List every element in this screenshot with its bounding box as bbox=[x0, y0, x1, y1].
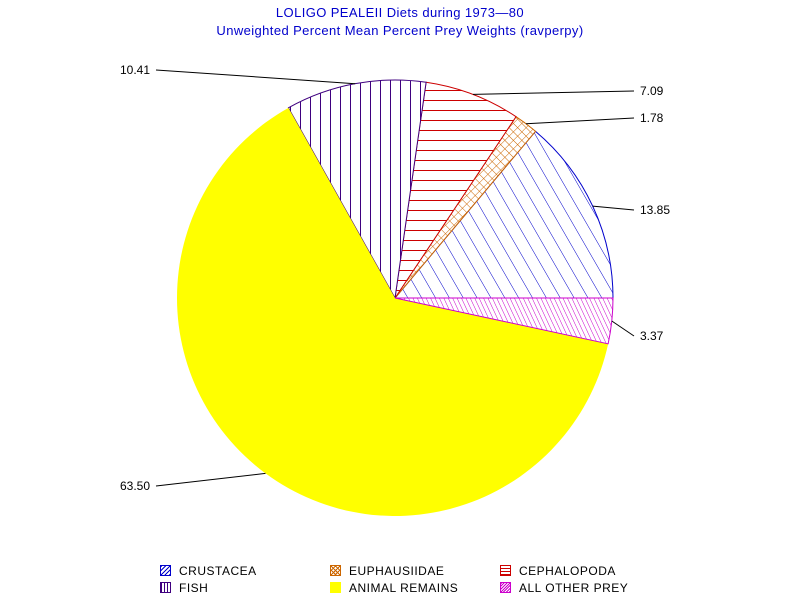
leader-line-fish bbox=[155, 69, 356, 85]
leader-line-crustacea bbox=[592, 205, 635, 211]
leader-line-all-other-prey bbox=[611, 320, 635, 337]
legend-item-fish: FISH bbox=[160, 580, 330, 595]
data-label-animal-remains: 63.50 bbox=[120, 479, 150, 493]
pie-slice-hatch-crustacea bbox=[393, 130, 614, 299]
data-label-fish: 10.41 bbox=[120, 63, 150, 77]
legend: CRUSTACEA EUPHAUSIIDAE CEPHALOPODA FISH … bbox=[160, 563, 680, 595]
legend-item-cephalopoda: CEPHALOPODA bbox=[500, 563, 680, 578]
pie-slice-animal-remains bbox=[176, 107, 609, 517]
leader-line-cephalopoda bbox=[472, 90, 635, 95]
leader-line-euphausiidae bbox=[525, 117, 635, 125]
legend-label: CRUSTACEA bbox=[179, 563, 257, 578]
legend-label: EUPHAUSIIDAE bbox=[349, 563, 445, 578]
chart-title: LOLIGO PEALEII Diets during 1973—80 bbox=[275, 5, 525, 20]
legend-item-all-other-prey: ALL OTHER PREY bbox=[500, 580, 680, 595]
legend-label: ANIMAL REMAINS bbox=[349, 580, 459, 595]
legend-label: FISH bbox=[179, 580, 209, 595]
legend-item-animal-remains: ANIMAL REMAINS bbox=[330, 580, 500, 595]
data-label-cephalopoda: 7.09 bbox=[640, 84, 664, 98]
legend-swatch-crustacea bbox=[160, 565, 171, 576]
legend-item-crustacea: CRUSTACEA bbox=[160, 563, 330, 578]
legend-item-euphausiidae: EUPHAUSIIDAE bbox=[330, 563, 500, 578]
leader-line-animal-remains bbox=[155, 472, 266, 487]
legend-swatch-fish bbox=[160, 582, 171, 593]
data-label-all-other-prey: 3.37 bbox=[640, 329, 664, 343]
legend-label: ALL OTHER PREY bbox=[519, 580, 629, 595]
chart-subtitle: Unweighted Percent Mean Percent Prey Wei… bbox=[216, 23, 584, 38]
legend-swatch-cephalopoda bbox=[500, 565, 511, 576]
legend-swatch-animal-remains bbox=[330, 582, 341, 593]
data-label-crustacea: 13.85 bbox=[640, 203, 670, 217]
data-label-euphausiidae: 1.78 bbox=[640, 111, 664, 125]
legend-swatch-all-other-prey bbox=[500, 582, 511, 593]
legend-swatch-euphausiidae bbox=[330, 565, 341, 576]
legend-label: CEPHALOPODA bbox=[519, 563, 616, 578]
